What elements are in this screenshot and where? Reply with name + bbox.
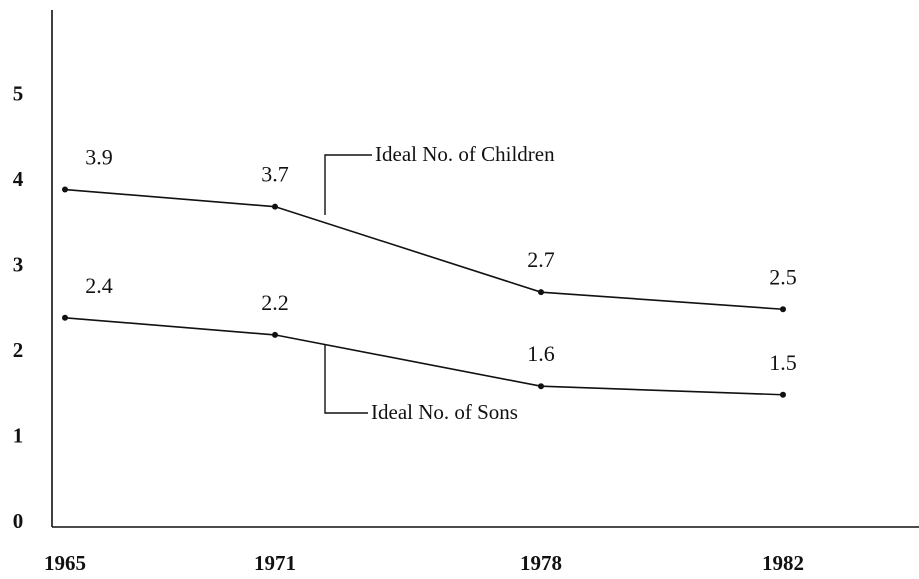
data-point	[62, 314, 68, 321]
data-point	[780, 391, 786, 398]
series-label: Ideal No. of Children	[375, 142, 555, 166]
series-line	[64, 188, 784, 311]
y-tick-label: 2	[13, 338, 24, 362]
data-label: 2.5	[769, 264, 797, 289]
x-tick-label: 1978	[520, 551, 562, 575]
y-tick-label: 1	[13, 423, 24, 447]
data-label: 3.9	[85, 145, 113, 170]
data-point	[538, 383, 544, 390]
series-line	[64, 317, 784, 396]
x-tick-label: 1965	[44, 551, 86, 575]
data-point	[272, 331, 278, 338]
data-point	[780, 306, 786, 313]
data-label: 2.7	[527, 247, 555, 272]
data-label: 2.4	[85, 273, 113, 298]
x-tick-label: 1971	[254, 551, 296, 575]
data-label: 1.6	[527, 341, 555, 366]
callout-line	[324, 345, 368, 414]
callout-line	[324, 154, 372, 215]
data-point	[538, 289, 544, 296]
x-tick-label: 1982	[762, 551, 804, 575]
data-label: 1.5	[769, 350, 797, 375]
data-point	[62, 186, 68, 193]
data-label: 3.7	[261, 162, 289, 187]
y-tick-label: 4	[13, 167, 24, 191]
y-tick-label: 5	[13, 81, 24, 105]
y-tick-label: 0	[13, 509, 24, 533]
data-point	[272, 203, 278, 210]
y-tick-label: 3	[13, 252, 24, 276]
data-label: 2.2	[261, 290, 289, 315]
series-label: Ideal No. of Sons	[371, 400, 518, 424]
